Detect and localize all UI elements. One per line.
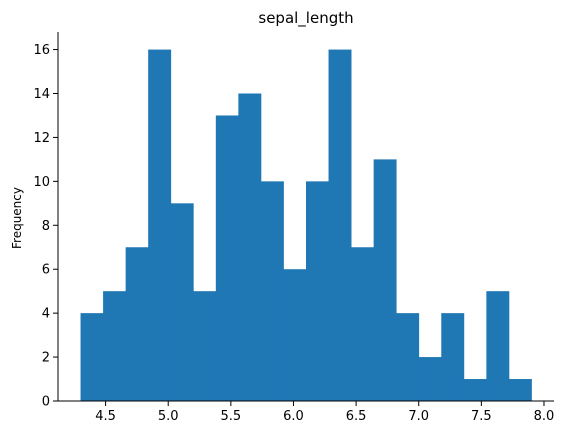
x-tick-label: 4.5 (95, 409, 116, 424)
histogram-bar (283, 269, 306, 401)
y-tick-label: 4 (42, 307, 50, 322)
x-tick-label: 7.5 (471, 409, 492, 424)
x-tick-label: 6.0 (283, 409, 304, 424)
histogram-bar (441, 313, 464, 401)
histogram-bar (81, 313, 104, 401)
histogram-bar (216, 115, 239, 401)
histogram-bar (396, 313, 419, 401)
histogram-bar (509, 379, 532, 401)
histogram-bar (329, 50, 352, 401)
y-tick-label: 2 (42, 351, 50, 366)
histogram-bar (148, 50, 171, 401)
histogram-bar (306, 181, 329, 401)
histogram-bar (351, 247, 374, 401)
x-tick-label: 7.0 (408, 409, 429, 424)
histogram-bar (103, 291, 126, 401)
histogram-bar (126, 247, 149, 401)
histogram-bar (171, 203, 194, 401)
x-tick-label: 8.0 (534, 409, 555, 424)
x-tick-label: 6.5 (346, 409, 367, 424)
chart-title: sepal_length (258, 9, 353, 28)
y-tick-label: 6 (42, 263, 50, 278)
y-tick-label: 0 (42, 395, 50, 410)
histogram-bar (193, 291, 216, 401)
y-axis-label: Frequency (10, 187, 24, 249)
x-tick-label: 5.5 (221, 409, 242, 424)
histogram-bar (486, 291, 509, 401)
bars-group (81, 50, 532, 401)
histogram-bar (419, 357, 442, 401)
histogram-bar (238, 94, 261, 402)
histogram-bar (374, 159, 397, 401)
y-tick-label: 12 (33, 131, 50, 146)
x-tick-label: 5.0 (158, 409, 179, 424)
y-tick-label: 16 (33, 43, 50, 58)
y-tick-label: 14 (33, 87, 50, 102)
y-tick-label: 8 (42, 219, 50, 234)
histogram-bar (261, 181, 284, 401)
y-tick-label: 10 (33, 175, 50, 190)
histogram-bar (464, 379, 487, 401)
y-axis-ticks: 0 2 4 6 8 10 12 14 16 (33, 43, 58, 409)
x-axis-ticks: 4.5 5.0 5.5 6.0 6.5 7.0 7.5 8.0 (95, 401, 554, 424)
